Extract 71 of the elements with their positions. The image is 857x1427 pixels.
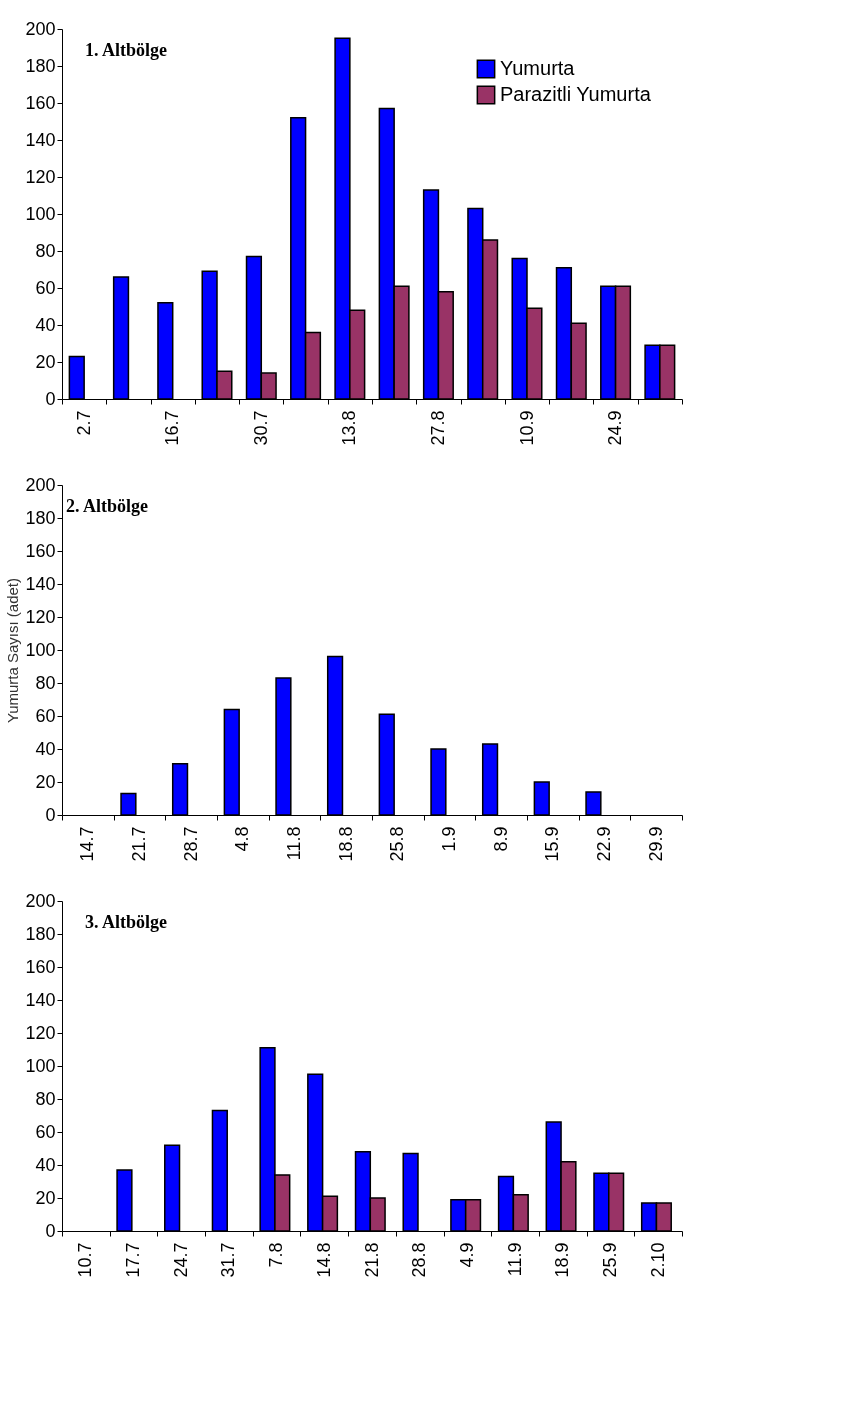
x-tick-label: 27.8 <box>427 410 448 446</box>
y-tick-label: 180 <box>25 55 56 76</box>
y-tick-label: 100 <box>25 203 56 224</box>
x-tick-label: 30.7 <box>250 410 271 446</box>
y-tick-label: 40 <box>35 1154 56 1175</box>
y-tick-label: 200 <box>25 890 56 911</box>
y-tick-label: 80 <box>35 240 56 261</box>
y-tick-label: 160 <box>25 540 56 561</box>
y-tick-label: 20 <box>35 1187 56 1208</box>
x-tick-label: 24.7 <box>170 1242 191 1278</box>
x-tick-label: 31.7 <box>218 1242 239 1278</box>
x-tick-label: 11.8 <box>284 826 304 861</box>
y-tick-label: 20 <box>35 771 56 792</box>
y-tick-label: 20 <box>35 351 56 372</box>
y-axis-title: Yumurta Sayısı (adet) <box>4 577 22 724</box>
text: 1. Altbölge <box>84 40 167 60</box>
y-tick-label: 140 <box>25 573 56 594</box>
x-tick-label: 11.9 <box>504 1242 525 1277</box>
y-tick-label: 0 <box>45 804 56 825</box>
y-tick-label: 120 <box>25 606 56 627</box>
x-tick-label: 10.7 <box>75 1242 96 1278</box>
y-tick-label: 200 <box>25 18 56 39</box>
legend-label: Yumurta <box>500 57 576 79</box>
x-tick-label: 1.9 <box>439 826 459 852</box>
y-tick-label: 160 <box>25 92 56 113</box>
y-tick-label: 40 <box>35 314 56 335</box>
x-tick-label: 28.8 <box>409 1242 430 1278</box>
y-tick-label: 80 <box>35 1088 56 1109</box>
x-tick-label: 2.10 <box>647 1242 668 1278</box>
x-tick-label: 15.9 <box>542 826 563 862</box>
y-tick-label: 180 <box>25 507 56 528</box>
x-tick-label: 22.9 <box>594 826 614 862</box>
y-tick-label: 0 <box>45 1220 56 1241</box>
x-tick-label: 4.8 <box>232 826 253 852</box>
y-tick-label: 180 <box>25 923 56 944</box>
y-tick-label: 60 <box>35 1121 56 1142</box>
y-tick-label: 0 <box>45 388 56 409</box>
y-tick-label: 100 <box>25 1055 56 1076</box>
y-tick-label: 160 <box>25 956 56 977</box>
y-tick-label: 60 <box>35 705 56 726</box>
x-tick-label: 14.7 <box>77 826 98 862</box>
x-tick-label: 18.9 <box>552 1242 573 1278</box>
x-tick-label: 13.8 <box>339 410 360 446</box>
y-tick-label: 40 <box>35 738 56 759</box>
text: 3. Altbölge <box>84 912 167 932</box>
x-tick-label: 25.8 <box>387 826 408 862</box>
x-tick-label: 28.7 <box>180 826 201 862</box>
x-tick-label: 21.8 <box>361 1242 382 1278</box>
x-tick-label: 25.9 <box>599 1242 620 1278</box>
x-tick-label: 2.7 <box>73 410 94 436</box>
x-tick-label: 8.9 <box>490 826 511 852</box>
x-tick-label: 7.8 <box>266 1242 287 1268</box>
text: 2. Altbölge <box>65 496 148 516</box>
x-tick-label: 18.8 <box>335 826 356 862</box>
x-tick-label: 14.8 <box>313 1242 334 1278</box>
y-tick-label: 200 <box>25 474 56 495</box>
x-tick-label: 24.9 <box>605 410 626 446</box>
y-tick-label: 80 <box>35 672 56 693</box>
x-tick-label: 10.9 <box>516 410 537 446</box>
x-tick-label: 16.7 <box>162 410 183 446</box>
x-tick-label: 21.7 <box>129 826 149 862</box>
y-tick-label: 140 <box>25 129 56 150</box>
y-tick-label: 60 <box>35 277 56 298</box>
y-tick-label: 120 <box>25 166 56 187</box>
x-tick-label: 4.9 <box>456 1242 477 1268</box>
y-tick-label: 140 <box>25 989 56 1010</box>
y-tick-label: 120 <box>25 1022 56 1043</box>
x-tick-label: 17.7 <box>123 1242 144 1278</box>
legend-label: Parazitli Yumurta <box>500 83 652 105</box>
x-tick-label: 29.9 <box>645 826 666 862</box>
y-tick-label: 100 <box>25 639 56 660</box>
